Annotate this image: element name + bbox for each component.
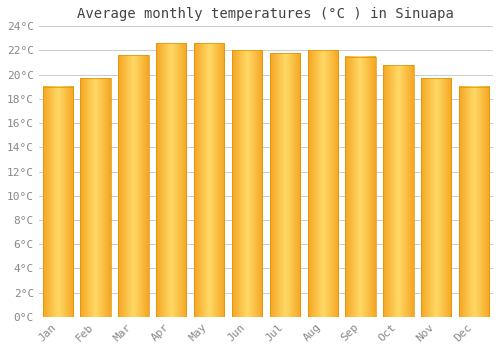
Bar <box>270 53 300 317</box>
Bar <box>459 87 490 317</box>
Bar <box>232 50 262 317</box>
Bar <box>42 87 73 317</box>
Bar <box>194 43 224 317</box>
Bar <box>384 65 414 317</box>
Bar <box>421 78 452 317</box>
Bar <box>80 78 110 317</box>
Title: Average monthly temperatures (°C ) in Sinuapa: Average monthly temperatures (°C ) in Si… <box>78 7 454 21</box>
Bar <box>308 50 338 317</box>
Bar <box>346 57 376 317</box>
Bar <box>118 55 148 317</box>
Bar <box>156 43 186 317</box>
